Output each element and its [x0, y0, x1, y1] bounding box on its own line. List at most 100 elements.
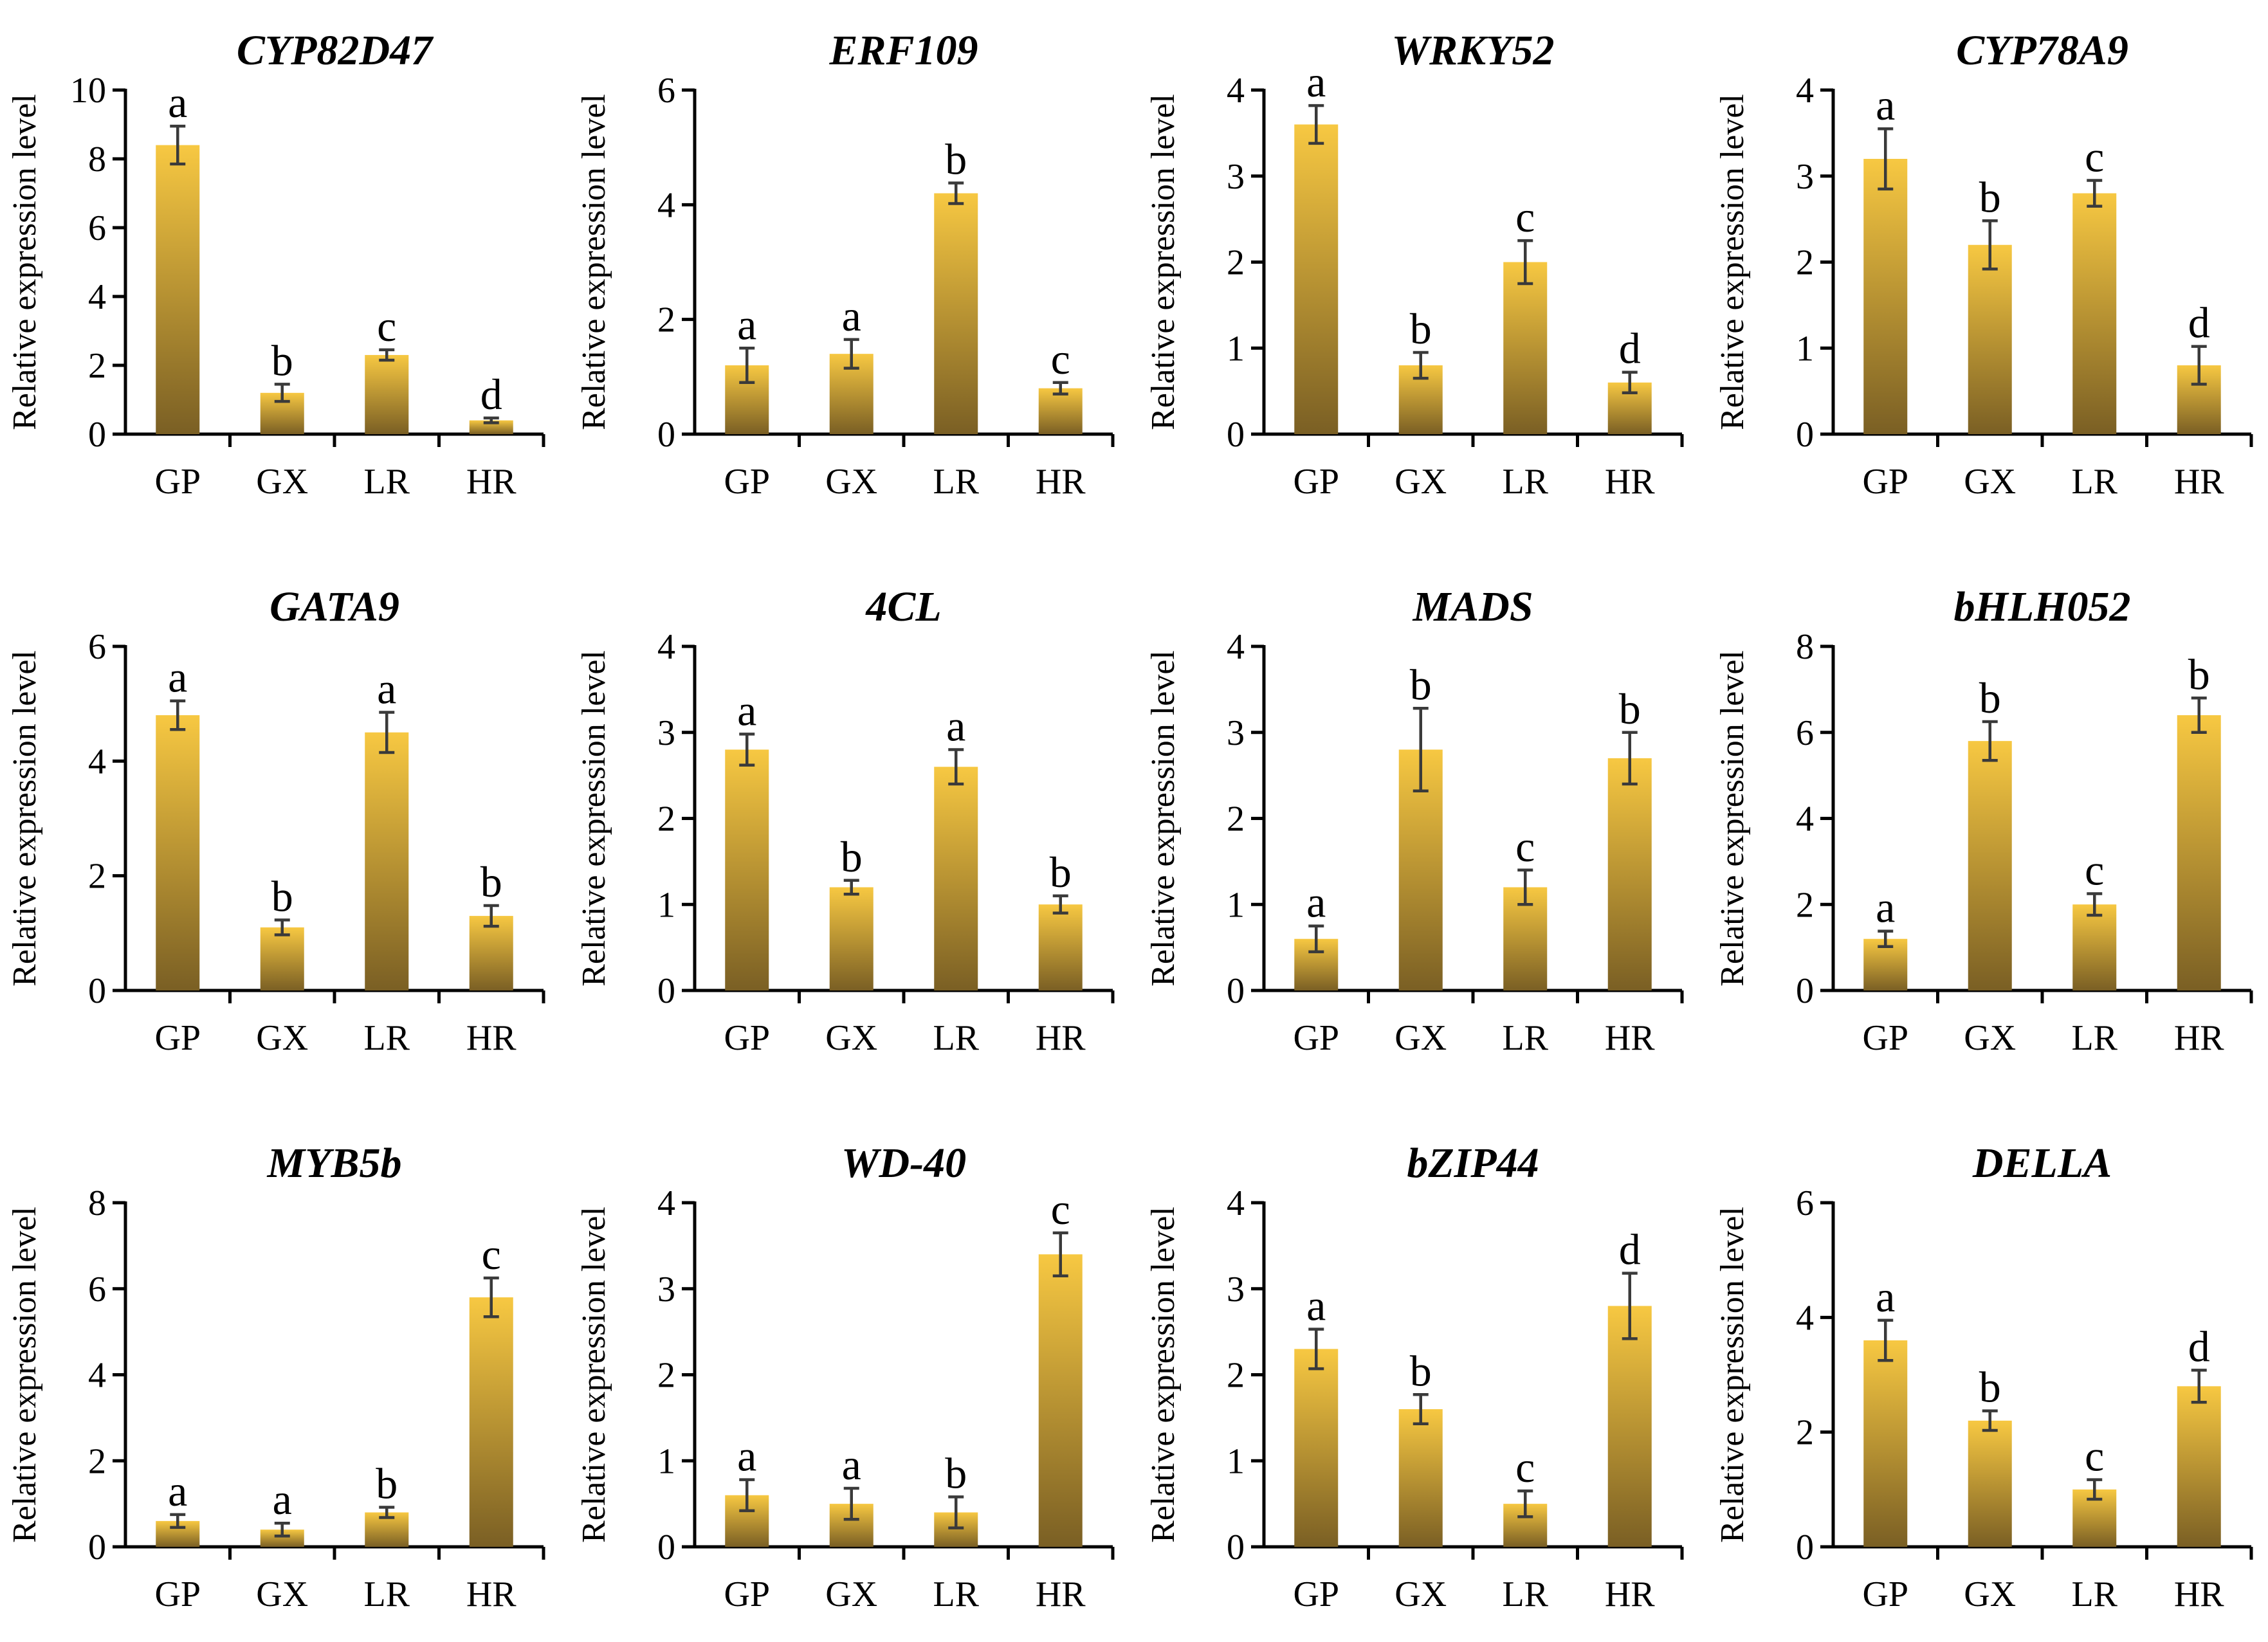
y-tick-label: 0 — [88, 971, 106, 1011]
significance-letter: a — [842, 1440, 861, 1489]
x-tick-label: GX — [256, 462, 308, 502]
bar-hr — [469, 916, 513, 990]
y-tick-label: 8 — [1796, 627, 1814, 667]
y-tick-label: 4 — [88, 1356, 106, 1396]
y-tick-label: 4 — [1796, 799, 1814, 839]
bar-gp — [1863, 1340, 1908, 1547]
x-tick-label: HR — [2174, 1018, 2224, 1058]
x-tick-label: LR — [1502, 1018, 1548, 1058]
y-tick-label: 4 — [88, 742, 106, 781]
significance-letter: c — [1515, 1443, 1535, 1491]
y-tick-label: 4 — [657, 1183, 675, 1223]
chart-title: bZIP44 — [1407, 1140, 1539, 1187]
y-axis-label: Relative expression level — [1145, 94, 1182, 430]
chart-title: DELLA — [1972, 1140, 2112, 1187]
significance-letter: b — [1979, 673, 2001, 722]
chart-title: CYP82D47 — [237, 27, 434, 74]
y-tick-label: 1 — [1227, 329, 1245, 369]
significance-letter: a — [1306, 57, 1326, 106]
x-tick-label: GP — [154, 462, 201, 502]
bar-lr — [2072, 193, 2117, 434]
bar-hr — [1607, 758, 1652, 990]
significance-letter: a — [1306, 878, 1326, 927]
x-tick-label: GX — [1395, 1018, 1447, 1058]
y-tick-label: 2 — [1227, 1356, 1245, 1396]
bar-hr — [469, 1297, 513, 1547]
chart-panel-8: bHLH052 Relative expression level 0 2 4 6 8 a GP… — [1714, 583, 2253, 1058]
x-tick-label: GP — [724, 462, 770, 502]
y-tick-label: 2 — [1796, 243, 1814, 283]
y-tick-label: 8 — [88, 1183, 106, 1223]
bar-hr — [2177, 715, 2221, 990]
y-tick-label: 0 — [88, 1528, 106, 1567]
y-tick-label: 6 — [88, 208, 106, 248]
bar-gx — [1968, 741, 2012, 990]
significance-letter: b — [841, 832, 863, 881]
y-tick-label: 3 — [657, 713, 675, 753]
y-tick-label: 0 — [1796, 971, 1814, 1011]
x-tick-label: HR — [1605, 1574, 1655, 1614]
x-tick-label: LR — [933, 462, 979, 502]
y-tick-label: 1 — [657, 885, 675, 925]
y-tick-label: 4 — [657, 627, 675, 667]
bar-lr — [1503, 262, 1548, 434]
bar-gp — [1863, 159, 1908, 434]
y-tick-label: 6 — [1796, 1183, 1814, 1223]
x-tick-label: GP — [1293, 1018, 1339, 1058]
x-tick-label: HR — [466, 462, 517, 502]
chart-panel-11: bZIP44 Relative expression level 0 1 2 3 4 a GP b… — [1145, 1140, 1684, 1614]
x-tick-label: GP — [1862, 1574, 1908, 1614]
chart-title: WRKY52 — [1391, 27, 1554, 74]
significance-letter: b — [1979, 172, 2001, 221]
bar-hr — [1607, 1306, 1652, 1547]
significance-letter: d — [2188, 298, 2210, 347]
y-tick-label: 0 — [657, 1528, 675, 1567]
chart-panel-1: CYP82D47 Relative expression level 0 2 4 6 8 10… — [6, 27, 545, 502]
x-tick-label: GP — [724, 1574, 770, 1614]
chart-title: GATA9 — [270, 583, 399, 630]
significance-letter: b — [2188, 650, 2210, 698]
x-tick-label: LR — [363, 462, 410, 502]
chart-title: CYP78A9 — [1956, 27, 2128, 74]
bar-hr — [1038, 1254, 1083, 1547]
y-tick-label: 10 — [70, 71, 106, 111]
y-axis-label: Relative expression level — [576, 94, 612, 430]
x-tick-label: HR — [1605, 1018, 1655, 1058]
significance-letter: a — [737, 300, 756, 349]
bar-gp — [1294, 1349, 1339, 1547]
x-tick-label: GX — [825, 1018, 877, 1058]
chart-title: ERF109 — [828, 27, 978, 74]
x-tick-label: GX — [256, 1018, 308, 1058]
y-tick-label: 0 — [657, 971, 675, 1011]
significance-letter: c — [1051, 1185, 1070, 1234]
y-tick-label: 3 — [1796, 157, 1814, 197]
chart-panel-9: MYB5b Relative expression level 0 2 4 6 8 a GP a G… — [6, 1140, 545, 1614]
x-tick-label: LR — [2071, 1018, 2117, 1058]
bar-hr — [469, 420, 513, 434]
x-tick-label: LR — [2071, 1574, 2117, 1614]
x-tick-label: GP — [1862, 462, 1908, 502]
y-tick-label: 2 — [88, 857, 106, 897]
y-tick-label: 0 — [657, 415, 675, 455]
chart-title: MYB5b — [266, 1140, 401, 1187]
bar-hr — [1038, 904, 1083, 990]
y-axis-label: Relative expression level — [1714, 1207, 1751, 1543]
significance-letter: d — [480, 370, 502, 419]
x-tick-label: GX — [1395, 1574, 1447, 1614]
bar-gp — [156, 145, 200, 434]
y-tick-label: 3 — [1227, 157, 1245, 197]
bar-hr — [2177, 1386, 2221, 1547]
y-tick-label: 0 — [1796, 415, 1814, 455]
x-tick-label: LR — [2071, 462, 2117, 502]
y-tick-label: 0 — [1227, 1528, 1245, 1567]
y-tick-label: 2 — [88, 1441, 106, 1481]
y-axis-label: Relative expression level — [1714, 94, 1751, 430]
significance-letter: b — [1619, 684, 1641, 733]
y-tick-label: 1 — [1227, 1441, 1245, 1481]
x-tick-label: LR — [363, 1018, 410, 1058]
y-tick-label: 4 — [1227, 627, 1245, 667]
significance-letter: b — [271, 871, 293, 920]
bar-gp — [156, 715, 200, 990]
chart-panel-7: MADS Relative expression level 0 1 2 3 4 a GP b GX… — [1145, 583, 1684, 1058]
y-axis-label: Relative expression level — [6, 650, 43, 987]
